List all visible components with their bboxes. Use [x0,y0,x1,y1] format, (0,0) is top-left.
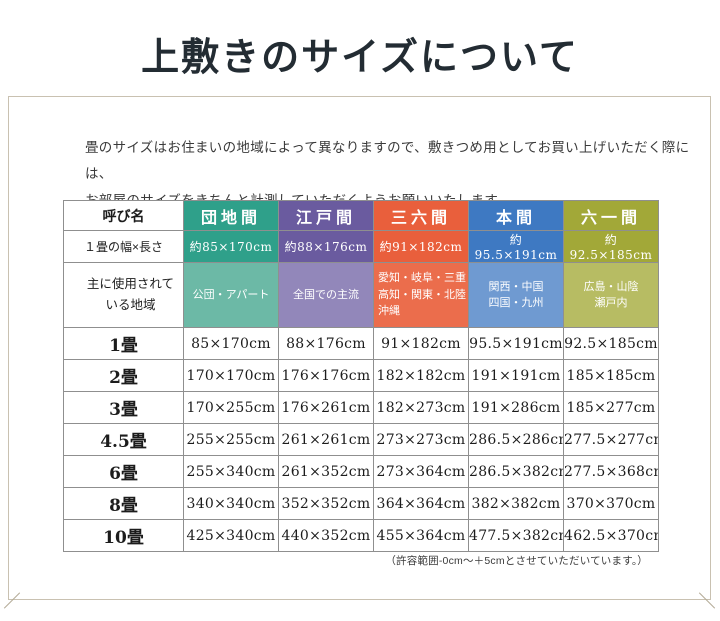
regions-cell: 公団・アパート [183,262,279,328]
size-value: 88×176cm [278,327,374,360]
region-line: 瀬戸内 [594,297,628,309]
table-row: 10畳 425×340cm 440×352cm 455×364cm 477.5×… [63,519,659,552]
region-line: 高知・関東・北陸 [378,288,466,301]
table-row: 1畳 85×170cm 88×176cm 91×182cm 95.5×191cm… [63,327,659,360]
size-value: 191×191cm [468,359,564,392]
size-value: 85×170cm [183,327,279,360]
column-header-rokuichima: 六一間 [563,200,659,231]
row-label: 6畳 [63,455,184,488]
header-label-cell: 呼び名 [63,200,184,231]
size-value: 92.5×185cm [563,327,659,360]
size-value: 176×176cm [278,359,374,392]
table-row: 3畳 170×255cm 176×261cm 182×273cm 191×286… [63,391,659,424]
size-value: 273×364cm [373,455,469,488]
size-value: 185×185cm [563,359,659,392]
size-value: 352×352cm [278,487,374,520]
size-value: 455×364cm [373,519,469,552]
row-label: 1畳 [63,327,184,360]
row-label: 2畳 [63,359,184,392]
size-value: 286.5×382cm [468,455,564,488]
unit-size-row-label: １畳の幅×長さ [63,230,184,263]
page-title: 上敷きのサイズについて [141,34,579,79]
size-value: 170×255cm [183,391,279,424]
region-line: 広島・山陰 [583,280,639,293]
regions-cell: 関西・中国 四国・九州 [468,262,564,328]
unit-size-cell: 約91×182cm [373,230,469,263]
region-line: 愛知・岐阜・三重 [378,272,466,285]
column-header-honma: 本間 [468,200,564,231]
table-row: 2畳 170×170cm 176×176cm 182×182cm 191×191… [63,359,659,392]
size-value: 176×261cm [278,391,374,424]
size-value: 462.5×370cm [563,519,659,552]
size-value: 182×182cm [373,359,469,392]
row-label: 10畳 [63,519,184,552]
size-value: 340×340cm [183,487,279,520]
size-value: 261×352cm [278,455,374,488]
table-row: 6畳 255×340cm 261×352cm 273×364cm 286.5×3… [63,455,659,488]
tolerance-note: （許容範囲-0cm～＋5cmとさせていただいています。） [385,555,648,567]
size-value: 185×277cm [563,391,659,424]
size-value: 370×370cm [563,487,659,520]
intro-line-1: 畳のサイズはお住まいの地域によって異なりますので、敷きつめ用としてお買い上げいた… [85,140,690,182]
size-value: 277.5×368cm [563,455,659,488]
size-value: 273×273cm [373,423,469,456]
size-value: 255×255cm [183,423,279,456]
size-value: 182×273cm [373,391,469,424]
unit-size-cell: 約92.5×185cm [563,230,659,263]
row-label: 8畳 [63,487,184,520]
regions-row: 主に使用されて いる地域 公団・アパート 全国での主流 愛知・岐阜・三重 高知・… [63,262,659,328]
size-value: 95.5×191cm [468,327,564,360]
regions-row-label: 主に使用されて いる地域 [63,262,184,328]
table-row: 4.5畳 255×255cm 261×261cm 273×273cm 286.5… [63,423,659,456]
size-value: 261×261cm [278,423,374,456]
regions-label-line-1: 主に使用されて [86,276,175,291]
row-label: 3畳 [63,391,184,424]
column-header-danchima: 団地間 [183,200,279,231]
table-header-row: 呼び名 団地間 江戸間 三六間 本間 六一間 [63,200,659,231]
size-value: 382×382cm [468,487,564,520]
regions-cell: 愛知・岐阜・三重 高知・関東・北陸 沖縄 [373,262,469,328]
size-value: 191×286cm [468,391,564,424]
unit-size-row: １畳の幅×長さ 約85×170cm 約88×176cm 約91×182cm 約9… [63,230,659,263]
region-line: 全国での主流 [293,288,359,301]
region-line: 関西・中国 [488,280,544,293]
column-header-edoma: 江戸間 [278,200,374,231]
frame-corner-right-decoration [698,592,716,609]
size-value: 477.5×382cm [468,519,564,552]
frame-corner-left-decoration [3,592,21,609]
unit-size-cell: 約88×176cm [278,230,374,263]
size-value: 255×340cm [183,455,279,488]
size-value: 425×340cm [183,519,279,552]
size-value: 364×364cm [373,487,469,520]
tatami-size-table: 呼び名 団地間 江戸間 三六間 本間 六一間 １畳の幅×長さ 約85×170cm… [63,200,659,552]
size-value: 440×352cm [278,519,374,552]
unit-size-cell: 約85×170cm [183,230,279,263]
unit-size-cell: 約95.5×191cm [468,230,564,263]
row-label: 4.5畳 [63,423,184,456]
size-value: 286.5×286cm [468,423,564,456]
size-value: 91×182cm [373,327,469,360]
content-frame: 畳のサイズはお住まいの地域によって異なりますので、敷きつめ用としてお買い上げいた… [3,96,716,609]
size-value: 277.5×277cm [563,423,659,456]
region-line: 公団・アパート [192,288,270,301]
region-line: 四国・九州 [488,297,544,309]
column-header-saburokuma: 三六間 [373,200,469,231]
regions-label-line-2: いる地域 [105,298,156,312]
regions-cell: 全国での主流 [278,262,374,328]
region-line: 沖縄 [378,305,400,318]
size-value: 170×170cm [183,359,279,392]
table-row: 8畳 340×340cm 352×352cm 364×364cm 382×382… [63,487,659,520]
regions-cell: 広島・山陰 瀬戸内 [563,262,659,328]
